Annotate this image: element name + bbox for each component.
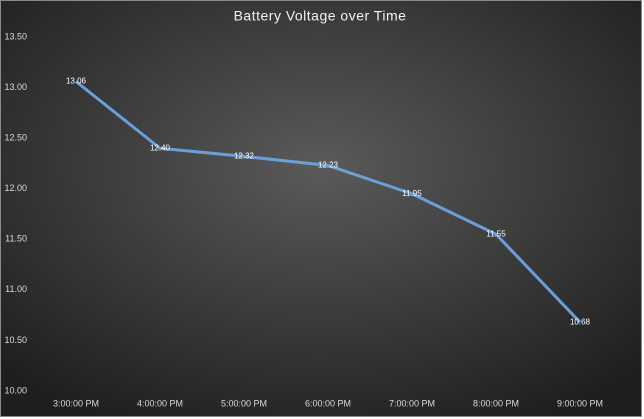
y-tick-label: 11.50	[5, 234, 27, 244]
line	[75, 80, 582, 324]
y-tick-label: 10.00	[4, 385, 27, 395]
x-tick-label: 9:00:00 PM	[557, 398, 603, 408]
y-tick-label: 13.50	[4, 31, 27, 41]
x-tick-label: 8:00:00 PM	[473, 398, 519, 408]
x-tick-label: 6:00:00 PM	[305, 398, 351, 408]
x-tick-label: 7:00:00 PM	[389, 398, 435, 408]
y-tick-label: 11.00	[5, 284, 27, 294]
x-tick-label: 5:00:00 PM	[221, 398, 267, 408]
x-tick-label: 3:00:00 PM	[53, 398, 99, 408]
data-label: 13.06	[66, 77, 87, 86]
y-tick-label: 12.00	[4, 183, 27, 193]
y-tick-label: 12.50	[4, 133, 27, 143]
y-tick-label: 13.00	[4, 82, 27, 92]
data-label: 12.40	[150, 143, 171, 152]
x-tick-label: 4:00:00 PM	[137, 398, 183, 408]
data-label: 11.55	[486, 229, 506, 238]
chart-title: Battery Voltage over Time	[234, 8, 407, 24]
data-label: 12.32	[234, 151, 255, 160]
data-label: 11.95	[402, 189, 422, 198]
data-label: 10.68	[570, 317, 591, 326]
y-tick-label: 10.50	[4, 335, 27, 345]
data-label: 12.23	[318, 161, 339, 170]
